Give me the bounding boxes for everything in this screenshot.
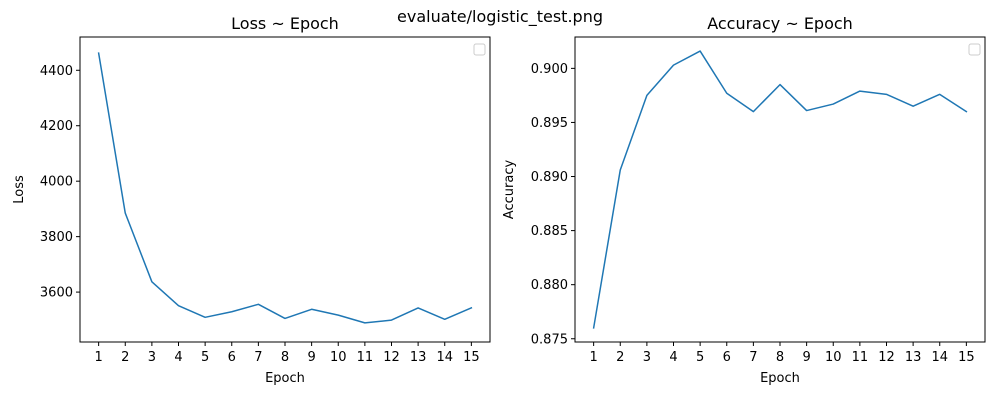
accuracy-x-tick-label: 8 (776, 350, 784, 365)
loss-x-tick-label: 9 (307, 350, 315, 365)
loss-series-line (97, 52, 473, 324)
accuracy-chart-xlabel: Epoch (760, 371, 800, 386)
accuracy-x-tick-label: 7 (749, 350, 757, 365)
loss-y-tick-label: 3600 (40, 286, 73, 301)
loss-chart-xlabel: Epoch (265, 371, 305, 386)
accuracy-x-tick-label: 10 (825, 350, 842, 365)
accuracy-x-tick-label: 4 (669, 350, 677, 365)
loss-x-tick-label: 6 (228, 350, 236, 365)
accuracy-y-tick-label: 0.880 (531, 278, 568, 293)
accuracy-y-tick-label: 0.895 (531, 116, 568, 131)
figure-suptitle: evaluate/logistic_test.png (397, 7, 603, 27)
loss-x-tick-label: 11 (357, 350, 374, 365)
loss-y-tick-label: 4200 (40, 119, 73, 134)
loss-y-tick-label: 3800 (40, 230, 73, 245)
accuracy-legend-box (968, 43, 981, 56)
accuracy-x-tick-label: 15 (958, 350, 975, 365)
accuracy-x-tick-label: 11 (852, 350, 869, 365)
loss-x-tick-label: 3 (148, 350, 156, 365)
accuracy-x-tick-label: 5 (696, 350, 704, 365)
loss-chart-title: Loss ~ Epoch (231, 14, 339, 33)
accuracy-y-tick-label: 0.900 (531, 62, 568, 77)
loss-x-tick-label: 12 (383, 350, 400, 365)
loss-y-tick-label: 4400 (40, 64, 73, 79)
accuracy-series-line (592, 50, 968, 329)
accuracy-x-tick-label: 1 (589, 350, 597, 365)
loss-x-tick-label: 15 (463, 350, 480, 365)
accuracy-x-tick-label: 3 (643, 350, 651, 365)
loss-x-tick-label: 14 (436, 350, 453, 365)
loss-legend-box (473, 43, 486, 56)
accuracy-x-tick-label: 2 (616, 350, 624, 365)
accuracy-x-tick-label: 14 (931, 350, 948, 365)
accuracy-x-tick-label: 6 (723, 350, 731, 365)
loss-chart-ylabel: Loss (12, 175, 27, 204)
loss-x-tick-label: 2 (121, 350, 129, 365)
loss-axes-frame (79, 36, 491, 343)
accuracy-axes-frame (574, 36, 986, 343)
loss-x-tick-label: 5 (201, 350, 209, 365)
accuracy-chart-ylabel: Accuracy (502, 160, 517, 220)
loss-x-tick-label: 8 (281, 350, 289, 365)
accuracy-x-tick-label: 12 (878, 350, 895, 365)
accuracy-y-tick-label: 0.885 (531, 224, 568, 239)
accuracy-x-tick-label: 13 (905, 350, 922, 365)
accuracy-y-tick-label: 0.875 (531, 332, 568, 347)
loss-x-tick-label: 13 (410, 350, 427, 365)
accuracy-y-tick-label: 0.890 (531, 170, 568, 185)
loss-x-tick-label: 7 (254, 350, 262, 365)
loss-y-tick-label: 4000 (40, 175, 73, 190)
loss-x-tick-label: 1 (94, 350, 102, 365)
loss-chart-panel: Loss ~ Epoch Epoch Loss 1 2 3 4 5 6 7 8 9 10 11 12 1… (12, 14, 491, 386)
accuracy-x-tick-label: 9 (802, 350, 810, 365)
loss-x-tick-label: 10 (330, 350, 347, 365)
loss-x-tick-label: 4 (174, 350, 182, 365)
accuracy-chart-title: Accuracy ~ Epoch (707, 14, 853, 33)
